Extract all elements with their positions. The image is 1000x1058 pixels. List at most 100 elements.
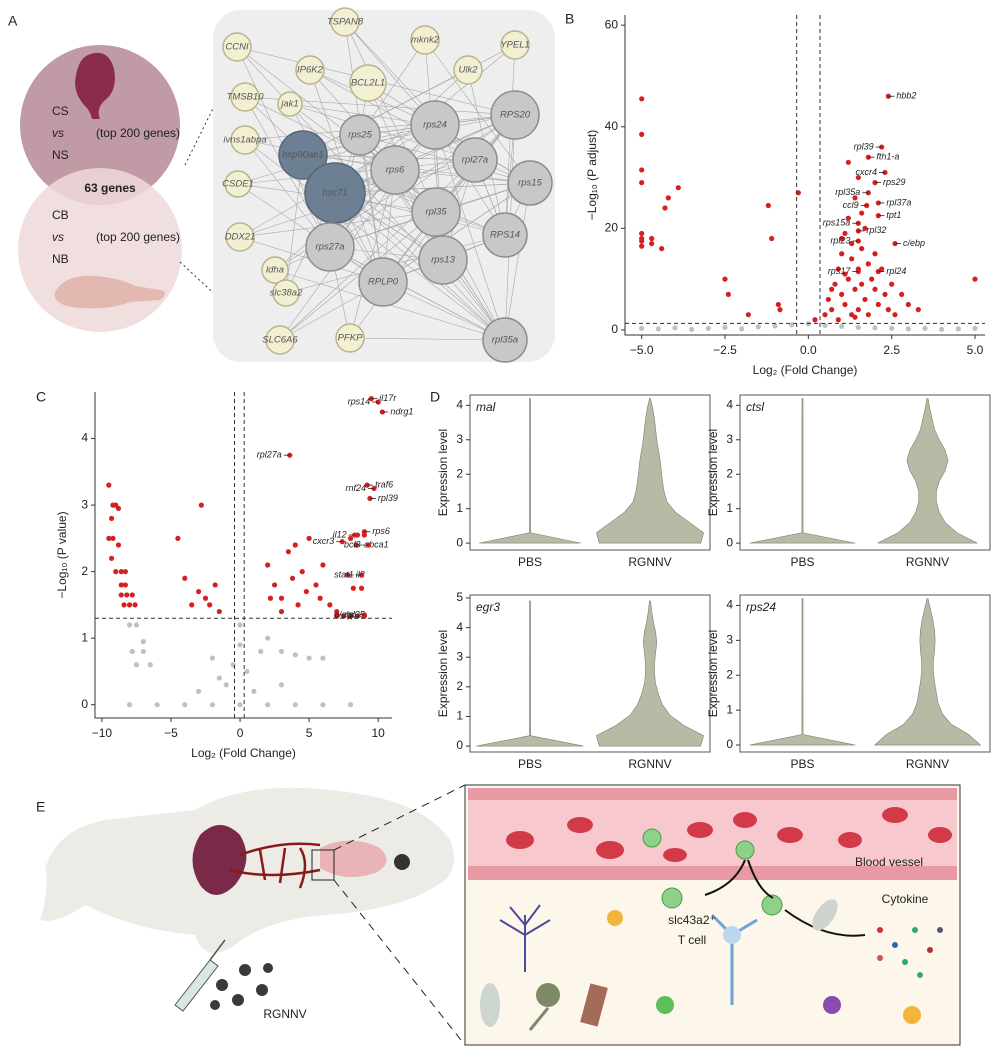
node-label: RPS14 (490, 230, 520, 241)
y-axis-title: Expression level (436, 429, 450, 516)
data-point (320, 702, 326, 708)
node-label: hsp90ab1 (282, 150, 324, 161)
red-blood-cells (506, 807, 952, 862)
cytokine-label: Cytokine (882, 892, 929, 906)
data-point (639, 325, 645, 331)
panel-letter: E (36, 799, 45, 815)
network: TSPAN8 mknk2 YPEL1 CCNI IP6K2 BCL2L1 Ulk2 TMSB1… (222, 7, 553, 363)
plot-frame (469, 594, 711, 753)
data-point (122, 582, 128, 588)
data-point (106, 535, 112, 541)
y-tick-label: 3 (456, 649, 463, 663)
data-point (889, 281, 895, 287)
network-node (230, 125, 260, 155)
network-node (370, 145, 420, 195)
data-point (265, 702, 271, 708)
data-point (772, 323, 778, 329)
data-point (675, 185, 681, 191)
x-tick-label: 10 (372, 726, 386, 740)
data-point (209, 655, 216, 661)
x-tick-label: PBS (790, 555, 814, 569)
vessels (229, 842, 321, 889)
data-point (126, 702, 133, 708)
data-point (278, 595, 285, 601)
gene-label: bcl3 (344, 539, 361, 549)
node-label: CSDE1 (222, 179, 254, 190)
data-point (755, 324, 761, 330)
gene-label: fth1-a (876, 152, 899, 162)
y-tick-label: 3 (726, 633, 733, 647)
data-point (212, 582, 218, 588)
organ (192, 825, 247, 895)
labeled-point (879, 144, 885, 150)
network-edge (344, 21, 437, 213)
gene-label: cxcr4 (855, 167, 877, 177)
node-label: ldha (266, 265, 284, 276)
network-node (265, 325, 295, 355)
data-point (278, 648, 285, 655)
labeled-point (855, 238, 861, 244)
data-point (725, 291, 731, 297)
data-point (672, 325, 678, 331)
data-point (892, 312, 898, 318)
data-point (118, 582, 124, 588)
data-point (306, 655, 312, 661)
gene-label: c/ebp (903, 238, 925, 248)
network-edge (334, 114, 516, 194)
virus-particles (210, 963, 273, 1010)
gene-label: ndrg1 (390, 406, 413, 416)
network-edge (504, 44, 516, 236)
y-tick-label: 1 (726, 702, 733, 716)
data-point (859, 246, 865, 252)
data-point (872, 251, 878, 257)
plot-frame (469, 394, 711, 551)
neural-cells (480, 899, 921, 1031)
data-point (278, 682, 285, 688)
data-point (829, 286, 835, 292)
y-tick-label: 2 (456, 679, 463, 693)
network-node (305, 222, 355, 272)
data-point (133, 662, 140, 668)
y-tick-label: 0 (726, 535, 733, 549)
axis-line (94, 392, 392, 719)
data-point (639, 243, 645, 249)
node-label: IP6K2 (297, 65, 324, 76)
network-edge (329, 246, 506, 341)
data-point (885, 307, 891, 313)
x-axis-title: Log₂ (Fold Change) (753, 363, 858, 377)
y-axis-title: Expression level (706, 630, 720, 717)
node-label: rpl35 (425, 207, 447, 218)
node-label: slc38a2 (270, 288, 303, 299)
violin (873, 598, 982, 746)
set-label: (top 200 genes) (96, 230, 180, 244)
data-point (223, 682, 229, 688)
data-point (722, 276, 728, 282)
data-point (196, 688, 202, 694)
data-point (639, 180, 645, 186)
gene-label: il12 (333, 529, 347, 539)
data-point (350, 585, 356, 591)
data-point (842, 271, 848, 277)
data-point (175, 535, 181, 541)
data-point (852, 314, 858, 320)
data-point (639, 238, 645, 244)
data-point (295, 602, 301, 608)
cytokines (877, 927, 943, 978)
data-point (845, 159, 851, 165)
violin-title: egr3 (476, 600, 500, 614)
labeled-point (864, 202, 870, 209)
network-node (230, 82, 260, 112)
panel-letter: A (8, 13, 18, 29)
node-label: rps6 (386, 165, 405, 176)
network-node (507, 160, 553, 206)
axis-line (624, 15, 985, 336)
data-point (313, 582, 319, 588)
gene-label: rpl37a (886, 197, 911, 207)
fish-body (40, 787, 454, 953)
data-point (327, 602, 333, 608)
data-point (133, 622, 140, 628)
data-point (872, 286, 878, 292)
data-point (859, 281, 865, 287)
network-node (411, 187, 461, 237)
data-point (317, 595, 323, 601)
